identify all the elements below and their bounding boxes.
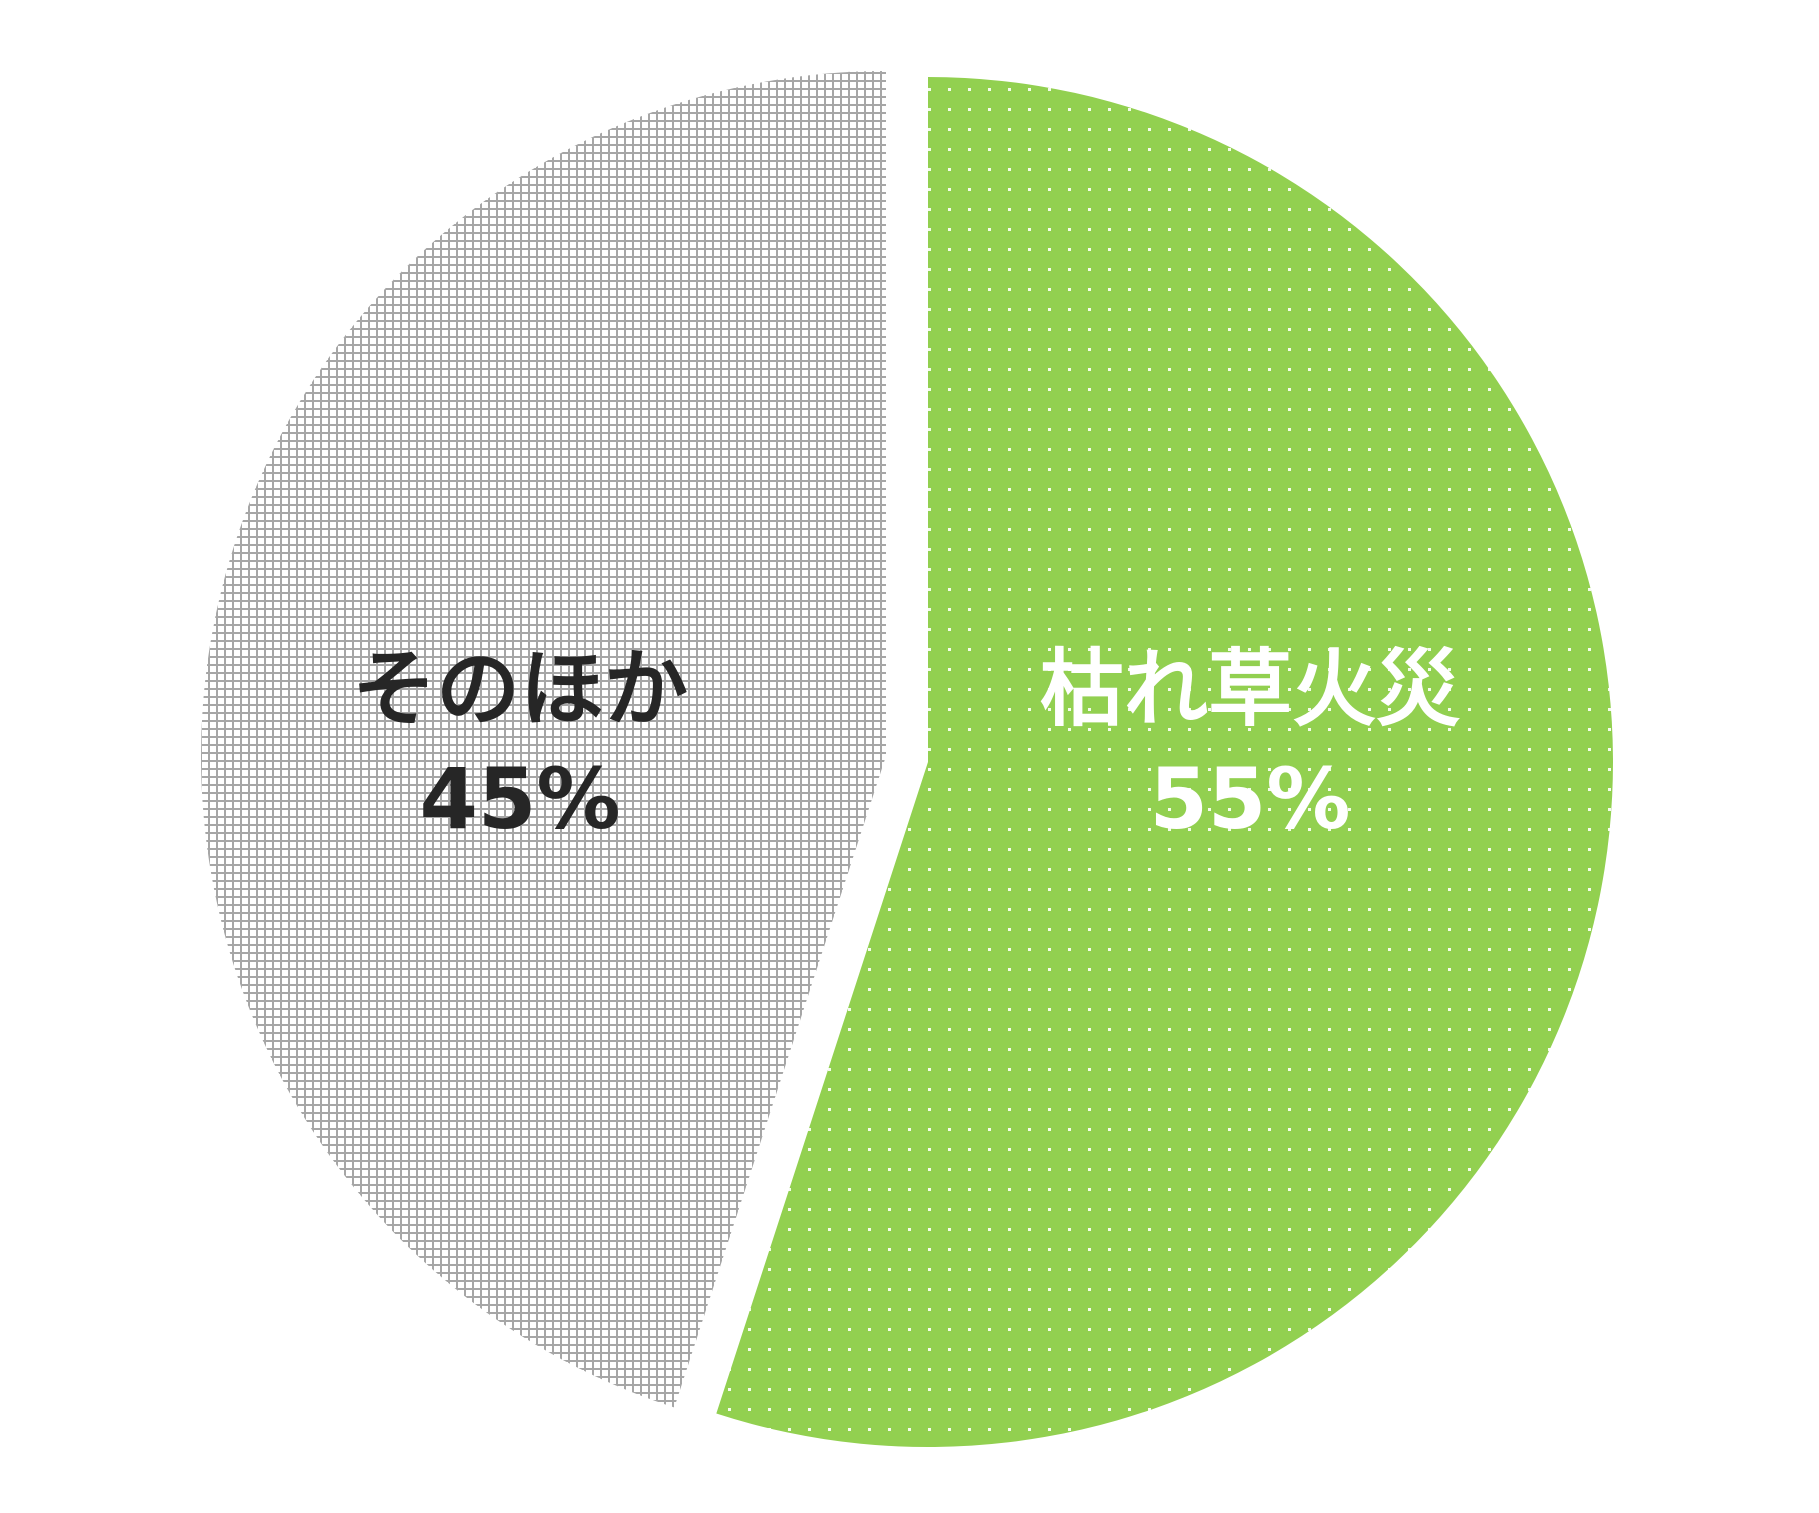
slice-label-1: そのほか <box>352 640 688 738</box>
slice-label-0: 枯れ草火災 <box>1040 640 1460 738</box>
pie-slice-1 <box>201 71 886 1408</box>
pie-slice-0 <box>716 77 1613 1447</box>
pie-slices <box>201 71 1613 1447</box>
pie-labels: 枯れ草火災 55% そのほか 45% <box>352 640 1460 848</box>
slice-value-label-0: 55% <box>1149 750 1350 848</box>
slice-value-label-1: 45% <box>419 750 620 848</box>
